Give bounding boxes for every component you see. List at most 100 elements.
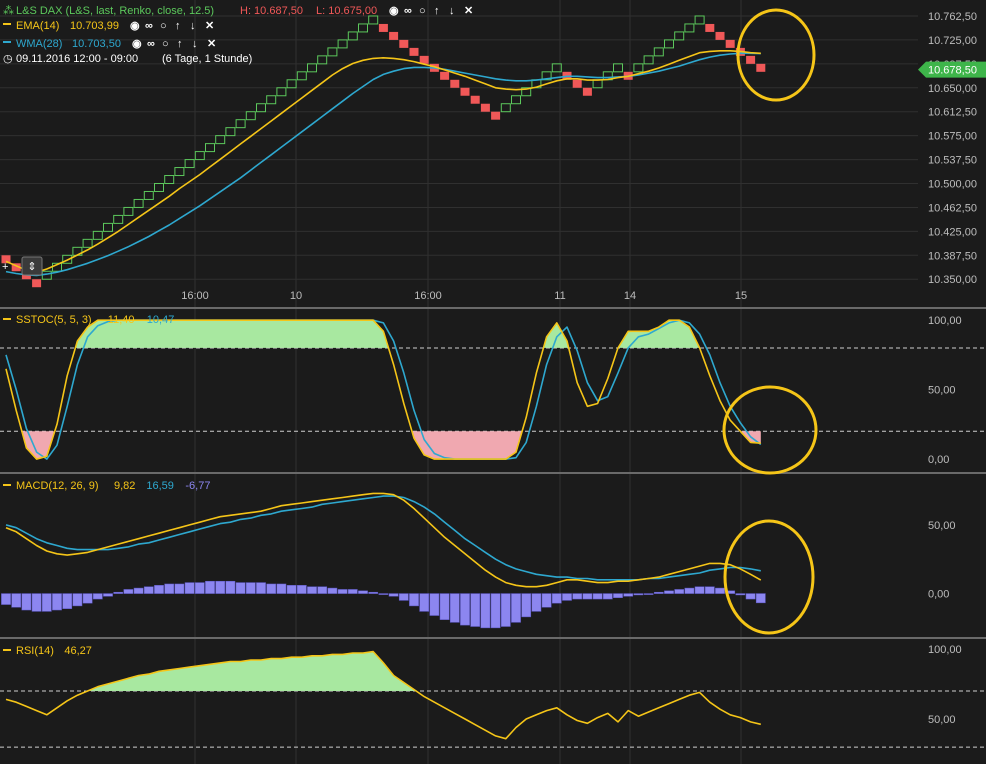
macd-histogram-bar xyxy=(256,582,266,594)
y-tick-label: 10.725,00 xyxy=(928,35,977,47)
y-tick-label: 10.762,50 xyxy=(928,11,977,23)
indicator-swatch xyxy=(3,318,11,320)
macd-histogram-bar xyxy=(541,593,552,608)
macd-histogram-bar xyxy=(735,593,746,596)
renko-brick-up xyxy=(684,23,695,33)
macd-histogram-bar xyxy=(245,582,256,594)
panel-headers: ⁂ L&S DAX (L&S, last, Renko, close, 12.5)… xyxy=(2,5,473,657)
macd-histogram-bar xyxy=(694,586,705,594)
renko-brick-up xyxy=(521,87,532,97)
price-tag-label: 10.678,50 xyxy=(928,65,977,77)
link-icon: ∞ xyxy=(145,20,153,32)
macd-histogram-bar xyxy=(439,593,450,620)
eye-icon: ◉ xyxy=(132,38,142,50)
renko-brick-down xyxy=(1,255,11,264)
renko-brick-down xyxy=(389,31,399,40)
macd-histogram-bar xyxy=(72,593,83,607)
renko-brick-up xyxy=(215,135,226,145)
renko-brick-down xyxy=(440,71,450,80)
macd-histogram-bar xyxy=(684,587,695,594)
macd-histogram-bar xyxy=(41,593,52,612)
ema-legend-swatch xyxy=(3,23,11,25)
rsi-line xyxy=(5,650,761,740)
renko-brick-up xyxy=(694,15,705,25)
y-tick-label: 100,00 xyxy=(928,315,962,327)
macd-histogram-bar xyxy=(378,593,389,595)
arrow-up-icon: ↑ xyxy=(177,38,183,50)
x-tick-label: 10 xyxy=(290,290,302,302)
y-tick-label: 10.350,00 xyxy=(928,274,977,286)
renko-brick-down xyxy=(480,103,490,112)
macd-histogram-bar xyxy=(154,585,164,594)
wma-value: 10.703,50 xyxy=(72,38,121,50)
y-tick-label: 10.425,00 xyxy=(928,226,977,238)
macd-histogram-bar xyxy=(327,587,338,594)
sstoc-fast-line xyxy=(5,319,761,460)
renko-brick-up xyxy=(327,47,338,57)
macd-histogram-bar xyxy=(21,593,32,611)
macd-histogram-bar xyxy=(92,593,103,600)
renko-brick-down xyxy=(582,87,592,96)
wma-line xyxy=(5,52,761,277)
macd-histogram-bar xyxy=(225,580,236,594)
ema-label: EMA(14) xyxy=(16,20,59,32)
renko-brick-down xyxy=(572,79,582,88)
macd-histogram-bar xyxy=(103,593,113,597)
renko-brick-up xyxy=(256,103,266,113)
close-icon: ✕ xyxy=(207,38,216,50)
renko-brick-up xyxy=(266,95,277,105)
macd-histogram-bar xyxy=(266,583,277,594)
renko-brick-down xyxy=(491,111,501,120)
arrow-down-icon: ↓ xyxy=(449,5,455,17)
renko-brick-up xyxy=(103,222,113,232)
x-axis: 16:00 10 16:00 11 14 15 xyxy=(181,290,747,302)
low-label: L: 10.675,00 xyxy=(316,5,377,17)
renko-brick-up xyxy=(633,63,644,73)
x-tick-label: 15 xyxy=(735,290,747,302)
macd-histogram-bar xyxy=(500,593,511,627)
renko-brick-up xyxy=(113,214,124,224)
high-label: H: 10.687,50 xyxy=(240,5,303,17)
x-tick-label: 16:00 xyxy=(181,290,209,302)
link-icon: ∞ xyxy=(147,38,155,50)
macd-histogram-bar xyxy=(52,593,62,611)
y-tick-label: 10.650,00 xyxy=(928,83,977,95)
macd-line xyxy=(5,492,762,588)
macd-histogram-bar xyxy=(674,589,685,594)
macd-histogram-bar xyxy=(643,593,654,595)
renko-brick-up xyxy=(184,159,195,169)
oversold-fill xyxy=(412,431,523,460)
y-tick-label: 50,00 xyxy=(928,714,956,726)
macd-histogram-bar xyxy=(531,593,542,612)
arrow-down-icon: ↓ xyxy=(192,38,198,50)
y-tick-label: 10.500,00 xyxy=(928,179,977,191)
wma-label: WMA(28) xyxy=(16,38,62,50)
macd-histogram-bar xyxy=(62,593,73,609)
annotation-circle xyxy=(736,8,816,102)
macd-histogram-bar xyxy=(592,593,603,600)
time-range: 09.11.2016 12:00 - 09:00 xyxy=(16,53,138,65)
overbought-fill xyxy=(75,320,389,348)
renko-brick-up xyxy=(62,254,73,264)
macd-histogram-bar xyxy=(582,593,593,600)
macd-histogram-bar xyxy=(429,593,440,616)
macd-histogram-bar xyxy=(449,593,460,623)
renko-brick-down xyxy=(715,31,725,40)
macd-histogram-bar xyxy=(276,583,287,594)
macd-histogram-bar xyxy=(490,593,501,629)
macd-histogram-bar xyxy=(745,593,756,600)
macd-histogram-bar xyxy=(368,591,379,594)
collapse-button xyxy=(21,256,43,276)
renko-brick-up xyxy=(500,103,511,113)
renko-brick-up xyxy=(551,63,562,73)
indicator-swatch xyxy=(3,649,11,651)
renko-brick-down xyxy=(756,63,766,72)
renko-brick-up xyxy=(358,23,368,33)
zone-fills xyxy=(21,320,761,691)
macd-histogram-bar xyxy=(317,586,328,594)
macd-histogram-bar xyxy=(82,593,93,604)
ema-value: 10.703,99 xyxy=(70,20,119,32)
overbought-fill xyxy=(618,320,700,348)
